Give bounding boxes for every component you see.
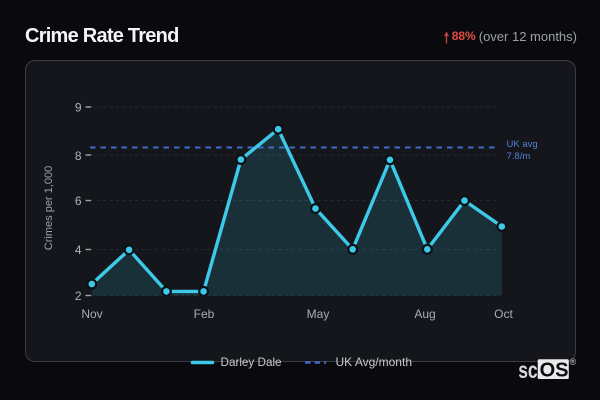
svg-text:8: 8 [75,149,82,163]
svg-text:Crimes per 1,000: Crimes per 1,000 [43,166,55,250]
svg-text:Darley Dale: Darley Dale [221,356,282,369]
svg-text:UK avg: UK avg [507,139,538,150]
svg-text:4: 4 [75,243,82,257]
svg-text:9: 9 [75,101,82,115]
svg-text:Nov: Nov [81,307,102,321]
svg-text:2: 2 [75,289,82,303]
svg-text:May: May [307,307,330,321]
svg-text:Oct: Oct [494,307,513,321]
svg-text:7.8/m: 7.8/m [507,151,531,162]
svg-text:6: 6 [75,194,82,208]
svg-text:UK Avg/month: UK Avg/month [336,355,413,369]
svg-text:OS: OS [540,359,569,381]
svg-text:Feb: Feb [194,307,215,321]
svg-text:®: ® [570,357,577,367]
svg-text:Aug: Aug [414,307,435,321]
svg-text:sc: sc [518,359,537,384]
